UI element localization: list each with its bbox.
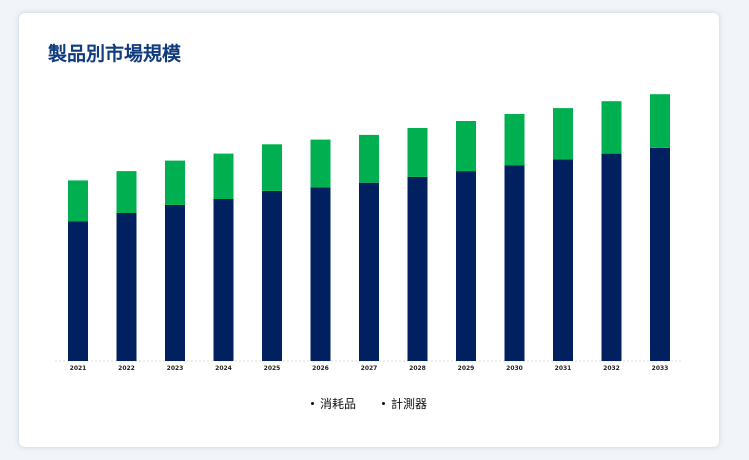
legend-bullet-icon — [310, 402, 314, 405]
bar-instruments-2025[interactable] — [262, 144, 282, 191]
legend-label-instruments: 計測器 — [391, 397, 428, 411]
bar-instruments-2031[interactable] — [553, 108, 573, 160]
legend-item-consumables[interactable]: 消耗品 — [310, 395, 356, 412]
x-tick-label-2023: 2023 — [167, 365, 184, 372]
x-tick-label-2029: 2029 — [458, 365, 475, 372]
bars-group — [68, 94, 670, 361]
bar-instruments-2026[interactable] — [310, 139, 331, 188]
bar-consumables-2031[interactable] — [553, 159, 573, 361]
bar-instruments-2023[interactable] — [165, 160, 185, 205]
x-tick-label-2027: 2027 — [361, 365, 378, 372]
bar-consumables-2022[interactable] — [116, 213, 137, 361]
bar-instruments-2032[interactable] — [601, 101, 622, 154]
bar-consumables-2024[interactable] — [213, 199, 234, 361]
x-tick-label-2030: 2030 — [506, 365, 523, 372]
legend-item-instruments[interactable]: 計測器 — [382, 395, 427, 412]
bar-instruments-2029[interactable] — [456, 121, 476, 172]
x-tick-label-2031: 2031 — [555, 365, 572, 372]
chart-title: 製品別市場規模 — [48, 43, 182, 65]
x-tick-label-2026: 2026 — [312, 365, 329, 372]
x-tick-label-2033: 2033 — [652, 365, 669, 372]
stacked-bar-chart: 2021 2022 2023 2024 2025 2026 2027 2028 2029 2030… — [55, 94, 683, 372]
x-tick-label-2024: 2024 — [215, 365, 232, 372]
bar-instruments-2027[interactable] — [359, 134, 379, 183]
bar-consumables-2030[interactable] — [504, 165, 525, 361]
bar-consumables-2033[interactable] — [650, 147, 670, 361]
x-tick-labels: 2021 2022 2023 2024 2025 2026 2027 2028 2029 2030… — [70, 365, 669, 372]
x-tick-label-2022: 2022 — [118, 365, 135, 372]
bar-instruments-2022[interactable] — [116, 171, 137, 213]
bar-instruments-2028[interactable] — [407, 128, 428, 177]
bar-consumables-2029[interactable] — [456, 171, 476, 361]
x-tick-label-2021: 2021 — [70, 365, 87, 372]
legend: 消耗品 計測器 — [19, 395, 719, 412]
bar-consumables-2027[interactable] — [359, 182, 379, 361]
legend-bullet-icon — [382, 402, 385, 405]
bar-instruments-2030[interactable] — [504, 114, 525, 166]
x-tick-label-2032: 2032 — [603, 365, 620, 372]
bar-instruments-2024[interactable] — [213, 153, 234, 199]
x-tick-label-2025: 2025 — [264, 365, 281, 372]
chart-card: 製品別市場規模 2021 2022 2023 2024 2025 2026 2027 2028… — [19, 13, 719, 447]
bar-consumables-2032[interactable] — [601, 153, 622, 361]
x-tick-label-2028: 2028 — [409, 365, 426, 372]
bar-instruments-2033[interactable] — [650, 94, 670, 148]
bar-consumables-2021[interactable] — [68, 221, 88, 361]
bar-consumables-2023[interactable] — [165, 204, 185, 361]
bar-consumables-2025[interactable] — [262, 190, 282, 361]
legend-label-consumables: 消耗品 — [319, 397, 356, 411]
bar-consumables-2026[interactable] — [310, 187, 331, 361]
bar-consumables-2028[interactable] — [407, 176, 428, 361]
bar-instruments-2021[interactable] — [68, 180, 88, 222]
